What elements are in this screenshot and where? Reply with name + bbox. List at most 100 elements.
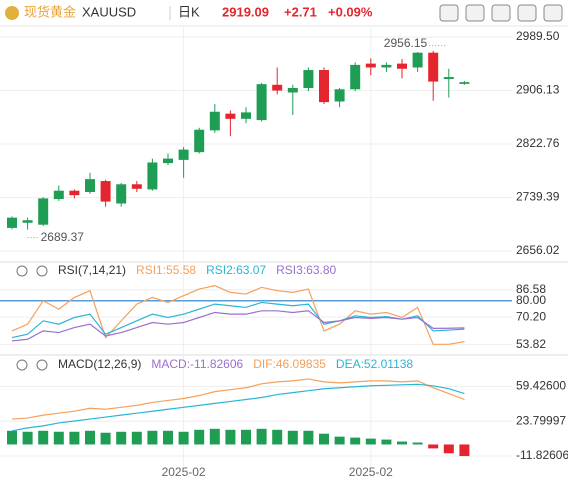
legend-entry: DIF:46.09835 <box>253 357 326 371</box>
price: 2919.09 <box>222 4 269 19</box>
candle-body <box>178 149 189 160</box>
macd-bar <box>100 432 111 445</box>
y-tick-label: 86.58 <box>516 282 546 296</box>
y-tick-label: 70.20 <box>516 309 546 323</box>
candle-body <box>147 162 158 190</box>
legend-entry: MACD:-11.82606 <box>151 357 243 371</box>
indicator-line <box>11 383 465 432</box>
indicator-line <box>11 378 465 420</box>
candle-body <box>412 52 423 68</box>
instrument-name: 现货黄金 <box>24 4 76 19</box>
macd-bar <box>428 444 439 449</box>
macd-bar <box>38 430 49 445</box>
macd-bar <box>319 433 329 445</box>
candle-body <box>256 84 267 121</box>
candle-body <box>225 113 236 119</box>
macd-bar <box>287 430 298 445</box>
x-tick-label: 2025-02 <box>162 465 206 479</box>
legend-entry: RSI2:63.07 <box>206 263 266 277</box>
candle-body <box>22 220 33 223</box>
macd-bar <box>272 429 283 445</box>
macd-bar <box>85 430 95 445</box>
macd-bar <box>443 444 454 454</box>
macd-bar <box>69 431 80 445</box>
candle-body <box>443 77 454 80</box>
candle-body <box>350 64 361 90</box>
y-tick-label: 2906.13 <box>516 83 560 97</box>
candle-body <box>319 70 329 103</box>
toolbar <box>439 4 563 22</box>
tool-button[interactable] <box>465 4 485 22</box>
legend-entry: DEA:52.01138 <box>336 357 413 371</box>
panel-title: MACD(12,26,9) <box>58 357 141 371</box>
macd-bar <box>350 437 361 445</box>
gear-icon[interactable] <box>36 359 48 371</box>
tool-button[interactable] <box>439 4 459 22</box>
macd-bar <box>116 431 127 445</box>
macd-bar <box>209 428 220 445</box>
panel-title: RSI(7,14,21) <box>58 263 126 277</box>
candle-body <box>53 190 64 200</box>
candle-body <box>241 112 251 119</box>
candle-body <box>131 184 142 189</box>
high-label: 2956.15 <box>384 36 428 50</box>
macd-bar <box>459 444 470 457</box>
candle-body <box>272 84 283 91</box>
macd-bar <box>334 436 345 445</box>
candle-body <box>85 179 95 192</box>
macd-bar <box>131 431 142 445</box>
y-tick-label: 23.79997 <box>516 413 566 427</box>
candle-body <box>194 129 205 153</box>
macd-bar <box>7 430 17 445</box>
candle-body <box>38 198 49 225</box>
y-tick-label: 2656.02 <box>516 243 560 257</box>
candle-body <box>428 52 439 82</box>
tool-button[interactable] <box>491 4 511 22</box>
indicator-line <box>11 285 465 345</box>
candle-body <box>100 181 111 202</box>
y-tick-label: -11.82606 <box>516 448 568 462</box>
candle-body <box>7 217 17 228</box>
macd-bar <box>163 430 173 445</box>
rsi-icons <box>16 265 48 371</box>
candle-body <box>209 111 220 131</box>
candle-body <box>334 89 345 102</box>
candle-body <box>303 70 314 89</box>
candle-body <box>69 190 80 196</box>
candle-body <box>163 158 173 164</box>
macd-bar <box>22 431 33 445</box>
candle-body <box>365 63 376 68</box>
y-tick-label: 53.82 <box>516 337 546 351</box>
candle-body <box>397 63 407 69</box>
legend-entry: RSI1:55.58 <box>136 263 196 277</box>
y-tick-label: 2989.50 <box>516 29 560 43</box>
macd-bar <box>178 431 189 445</box>
period[interactable]: 日K <box>178 4 200 19</box>
tool-button[interactable] <box>517 4 537 22</box>
indicator-line <box>11 301 465 339</box>
eye-icon[interactable] <box>16 359 28 371</box>
legend-entry: RSI3:63.80 <box>276 263 336 277</box>
candle-body <box>381 64 392 68</box>
y-tick-label: 80.00 <box>516 293 546 307</box>
macd-bar <box>53 431 64 445</box>
macd-bar <box>381 439 392 445</box>
macd-bar <box>147 430 158 445</box>
x-tick-label: 2025-02 <box>349 465 393 479</box>
candle-body <box>116 184 127 204</box>
tool-button[interactable] <box>543 4 563 22</box>
indicator-line <box>11 310 465 342</box>
eye-icon[interactable] <box>16 265 28 277</box>
macd-bar <box>397 441 407 445</box>
macd-bar <box>365 438 376 445</box>
gold-icon <box>5 6 19 20</box>
macd-bar <box>303 430 314 445</box>
candle-body <box>287 88 298 93</box>
macd-bar <box>412 442 423 445</box>
change-pct: +0.09% <box>328 4 373 19</box>
macd-bar <box>194 429 205 445</box>
gear-icon[interactable] <box>36 265 48 277</box>
low-label: 2689.37 <box>41 230 85 244</box>
candle-body <box>459 82 470 84</box>
